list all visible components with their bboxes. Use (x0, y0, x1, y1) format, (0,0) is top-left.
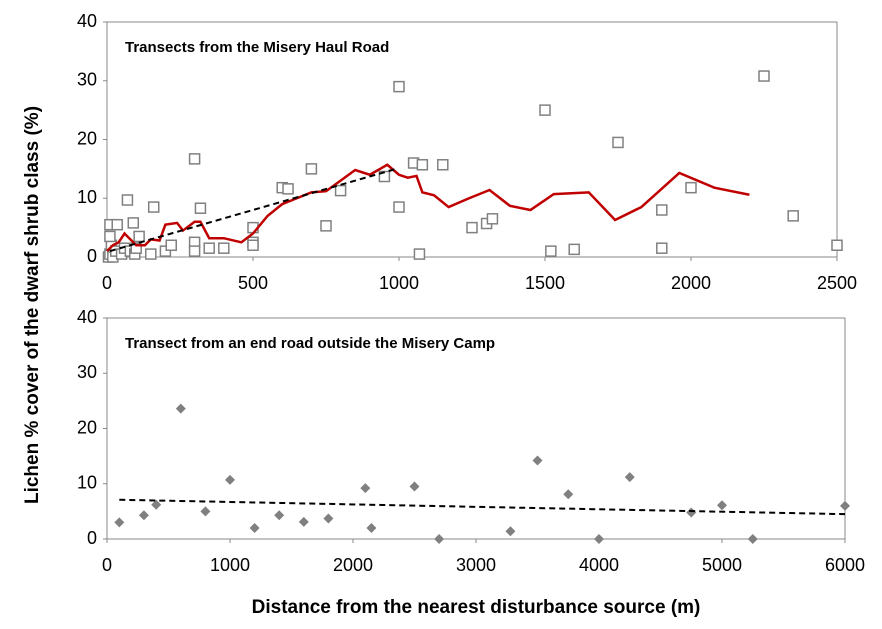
x-tick-label: 0 (102, 555, 112, 575)
point (360, 483, 371, 494)
point (434, 534, 445, 544)
point (225, 474, 235, 485)
point (249, 522, 260, 533)
point (758, 70, 770, 82)
point (831, 239, 843, 251)
point (624, 472, 635, 483)
point (194, 202, 207, 214)
point (393, 201, 405, 213)
annotation: Transect from an end road outside the Mi… (125, 335, 495, 352)
point (175, 403, 186, 414)
x-tick-label: 2000 (671, 273, 711, 293)
point (247, 239, 259, 251)
point (612, 136, 624, 149)
point (111, 218, 123, 231)
y-tick-label: 10 (77, 473, 97, 493)
point (320, 220, 332, 232)
x-tick-label: 500 (238, 273, 268, 293)
point (656, 242, 668, 254)
x-tick-label: 1000 (379, 273, 419, 293)
point (409, 481, 420, 492)
point (218, 242, 230, 254)
point (563, 489, 574, 500)
point (323, 513, 334, 524)
x-tick-label: 1000 (210, 555, 250, 575)
x-tick-label: 3000 (456, 555, 496, 575)
point (188, 245, 201, 257)
x-tick-label: 6000 (825, 555, 865, 575)
y-tick-label: 0 (87, 246, 97, 266)
x-tick-label: 2500 (817, 273, 857, 293)
y-tick-label: 20 (77, 128, 97, 148)
y-tick-label: 30 (77, 70, 97, 90)
point (200, 506, 211, 517)
point (366, 522, 377, 533)
point (717, 500, 727, 511)
point (334, 184, 347, 197)
point (413, 248, 426, 260)
point (393, 80, 405, 93)
point (532, 455, 543, 466)
trend-line (119, 498, 846, 516)
point (133, 230, 145, 243)
point (127, 217, 140, 229)
point (594, 534, 604, 544)
point (656, 204, 668, 216)
point (282, 183, 294, 195)
point (787, 210, 799, 222)
point (147, 201, 160, 213)
y-tick-label: 40 (77, 11, 97, 31)
point (159, 245, 172, 257)
point (539, 104, 551, 116)
point (130, 242, 142, 254)
point (298, 516, 309, 527)
y-tick-label: 30 (77, 362, 97, 382)
x-axis-label: Distance from the nearest disturbance so… (252, 597, 701, 618)
point (840, 500, 850, 511)
y-tick-label: 0 (87, 528, 97, 548)
point (138, 510, 149, 521)
x-tick-label: 0 (102, 273, 112, 293)
point (104, 230, 116, 243)
point (121, 194, 134, 206)
point (685, 181, 697, 194)
y-axis-label: Lichen % cover of the dwarf shrub class … (22, 106, 43, 504)
point (545, 245, 557, 257)
point (505, 526, 516, 537)
point (165, 239, 177, 251)
point (437, 159, 449, 171)
plot-frame (106, 21, 838, 258)
x-tick-label: 2000 (333, 555, 373, 575)
x-tick-label: 5000 (702, 555, 742, 575)
point (188, 153, 201, 165)
point (568, 243, 580, 256)
point (466, 221, 478, 234)
x-tick-label: 4000 (579, 555, 619, 575)
point (114, 517, 125, 528)
point (486, 213, 499, 225)
point (203, 242, 215, 254)
point (305, 163, 318, 175)
point (145, 248, 157, 260)
x-tick-label: 1500 (525, 273, 565, 293)
point (686, 507, 697, 518)
y-tick-label: 40 (77, 307, 97, 327)
y-tick-label: 20 (77, 417, 97, 437)
point (151, 499, 162, 510)
point (274, 510, 285, 521)
point (416, 159, 429, 171)
annotation: Transects from the Misery Haul Road (125, 39, 389, 56)
y-tick-label: 10 (77, 187, 97, 207)
point (747, 534, 758, 544)
